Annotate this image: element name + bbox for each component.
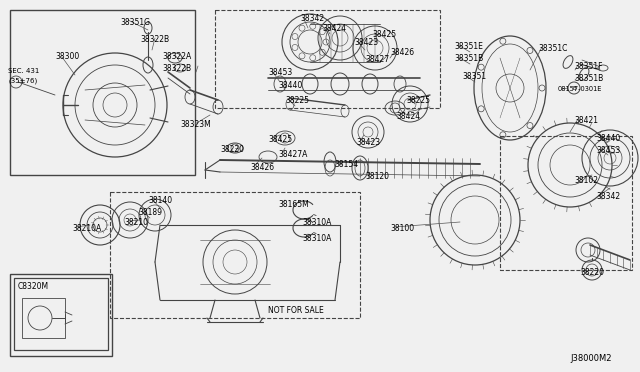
- Text: 38102: 38102: [574, 176, 598, 185]
- Bar: [10, 10, 195, 175]
- Text: 38424: 38424: [396, 112, 420, 121]
- Text: NOT FOR SALE: NOT FOR SALE: [268, 306, 324, 315]
- Bar: [10, 274, 112, 356]
- Text: 38322B: 38322B: [162, 64, 191, 73]
- Text: 38140: 38140: [148, 196, 172, 205]
- Text: (35+76): (35+76): [8, 78, 37, 84]
- Text: 38322A: 38322A: [162, 52, 191, 61]
- Text: 38225: 38225: [285, 96, 309, 105]
- Text: 38210A: 38210A: [72, 224, 101, 233]
- Text: J38000M2: J38000M2: [570, 354, 611, 363]
- Text: 38425: 38425: [268, 135, 292, 144]
- Text: 38351B: 38351B: [454, 54, 483, 63]
- Text: 38342: 38342: [300, 14, 324, 23]
- Text: B: B: [572, 86, 576, 90]
- Text: 38210: 38210: [124, 218, 148, 227]
- Bar: [22, 298, 65, 338]
- Text: 38426: 38426: [250, 163, 274, 172]
- Text: 38300: 38300: [55, 52, 79, 61]
- Text: 38423: 38423: [356, 138, 380, 147]
- Text: 08157-0301E: 08157-0301E: [558, 86, 602, 92]
- Text: 38351G: 38351G: [120, 18, 150, 27]
- Text: SEC. 431: SEC. 431: [8, 68, 40, 74]
- Bar: [500, 136, 632, 270]
- Text: 38427A: 38427A: [278, 150, 307, 159]
- Text: 38440: 38440: [278, 81, 302, 90]
- Text: 38165M: 38165M: [278, 200, 308, 209]
- Text: 38427: 38427: [365, 55, 389, 64]
- Text: 38351B: 38351B: [574, 74, 604, 83]
- Text: 38220: 38220: [220, 145, 244, 154]
- Text: 38425: 38425: [372, 30, 396, 39]
- Text: 38323M: 38323M: [180, 120, 211, 129]
- Bar: [215, 10, 440, 108]
- Text: 38424: 38424: [322, 24, 346, 33]
- Text: 38351: 38351: [462, 72, 486, 81]
- Text: 38100: 38100: [390, 224, 414, 233]
- Text: 38453: 38453: [268, 68, 292, 77]
- Text: 38351F: 38351F: [574, 62, 602, 71]
- Text: 38421: 38421: [574, 116, 598, 125]
- Text: 38310A: 38310A: [302, 218, 332, 227]
- Text: 38189: 38189: [138, 208, 162, 217]
- Text: 38120: 38120: [365, 172, 389, 181]
- Text: 38220: 38220: [580, 268, 604, 277]
- Text: 38423: 38423: [354, 38, 378, 47]
- Text: 38225: 38225: [406, 96, 430, 105]
- Text: 38310A: 38310A: [302, 234, 332, 243]
- Text: 38322B: 38322B: [140, 35, 169, 44]
- Text: 38453: 38453: [596, 146, 620, 155]
- Text: 38440: 38440: [596, 134, 620, 143]
- Text: C8320M: C8320M: [18, 282, 49, 291]
- Bar: [110, 192, 360, 318]
- Text: 38342: 38342: [596, 192, 620, 201]
- Bar: [14, 278, 108, 350]
- Text: 38426: 38426: [390, 48, 414, 57]
- Text: 38351E: 38351E: [454, 42, 483, 51]
- Text: 38154: 38154: [334, 160, 358, 169]
- Text: 38351C: 38351C: [538, 44, 568, 53]
